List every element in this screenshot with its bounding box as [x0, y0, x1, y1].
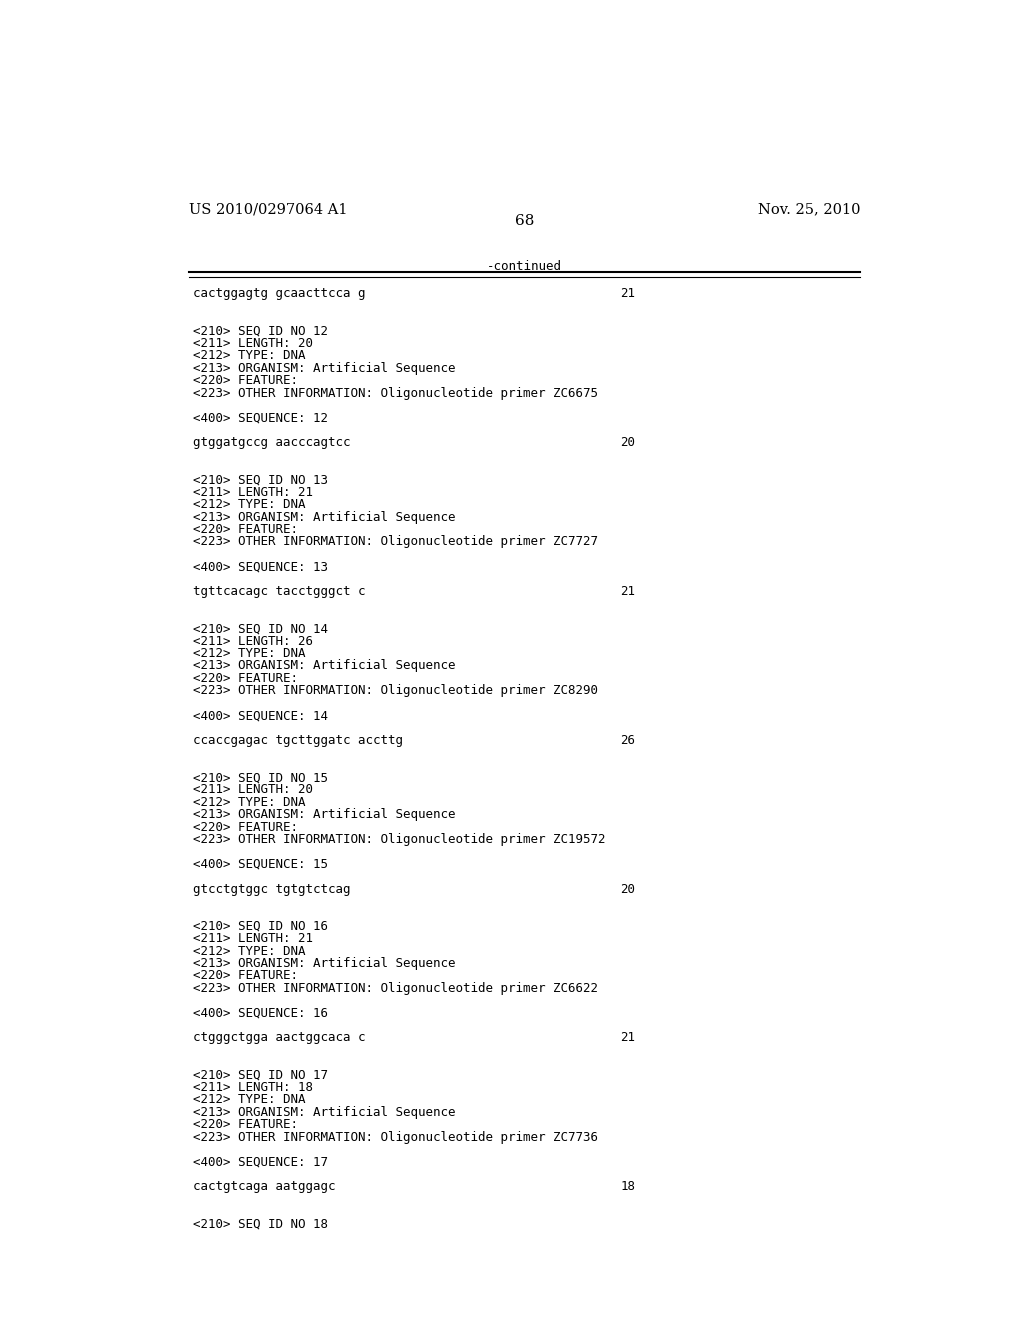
Text: tgttcacagc tacctgggct c: tgttcacagc tacctgggct c	[194, 585, 366, 598]
Text: Nov. 25, 2010: Nov. 25, 2010	[758, 202, 860, 216]
Text: 21: 21	[620, 585, 635, 598]
Text: <220> FEATURE:: <220> FEATURE:	[194, 1118, 298, 1131]
Text: <210> SEQ ID NO 12: <210> SEQ ID NO 12	[194, 325, 328, 338]
Text: 26: 26	[620, 734, 635, 747]
Text: <223> OTHER INFORMATION: Oligonucleotide primer ZC19572: <223> OTHER INFORMATION: Oligonucleotide…	[194, 833, 605, 846]
Text: <212> TYPE: DNA: <212> TYPE: DNA	[194, 945, 305, 958]
Text: <212> TYPE: DNA: <212> TYPE: DNA	[194, 796, 305, 809]
Text: <220> FEATURE:: <220> FEATURE:	[194, 523, 298, 536]
Text: 18: 18	[620, 1180, 635, 1193]
Text: <220> FEATURE:: <220> FEATURE:	[194, 672, 298, 685]
Text: <212> TYPE: DNA: <212> TYPE: DNA	[194, 498, 305, 511]
Text: <220> FEATURE:: <220> FEATURE:	[194, 969, 298, 982]
Text: <211> LENGTH: 20: <211> LENGTH: 20	[194, 784, 313, 796]
Text: <400> SEQUENCE: 17: <400> SEQUENCE: 17	[194, 1155, 328, 1168]
Text: <213> ORGANISM: Artificial Sequence: <213> ORGANISM: Artificial Sequence	[194, 660, 456, 672]
Text: <220> FEATURE:: <220> FEATURE:	[194, 821, 298, 834]
Text: <213> ORGANISM: Artificial Sequence: <213> ORGANISM: Artificial Sequence	[194, 362, 456, 375]
Text: <210> SEQ ID NO 13: <210> SEQ ID NO 13	[194, 474, 328, 487]
Text: <211> LENGTH: 26: <211> LENGTH: 26	[194, 635, 313, 648]
Text: <213> ORGANISM: Artificial Sequence: <213> ORGANISM: Artificial Sequence	[194, 957, 456, 970]
Text: <400> SEQUENCE: 13: <400> SEQUENCE: 13	[194, 560, 328, 573]
Text: 20: 20	[620, 883, 635, 896]
Text: <212> TYPE: DNA: <212> TYPE: DNA	[194, 1093, 305, 1106]
Text: <400> SEQUENCE: 15: <400> SEQUENCE: 15	[194, 858, 328, 871]
Text: <210> SEQ ID NO 16: <210> SEQ ID NO 16	[194, 920, 328, 933]
Text: cactgtcaga aatggagc: cactgtcaga aatggagc	[194, 1180, 336, 1193]
Text: <212> TYPE: DNA: <212> TYPE: DNA	[194, 647, 305, 660]
Text: <400> SEQUENCE: 12: <400> SEQUENCE: 12	[194, 412, 328, 425]
Text: <223> OTHER INFORMATION: Oligonucleotide primer ZC8290: <223> OTHER INFORMATION: Oligonucleotide…	[194, 684, 598, 697]
Text: <211> LENGTH: 20: <211> LENGTH: 20	[194, 337, 313, 350]
Text: <210> SEQ ID NO 18: <210> SEQ ID NO 18	[194, 1217, 328, 1230]
Text: <213> ORGANISM: Artificial Sequence: <213> ORGANISM: Artificial Sequence	[194, 808, 456, 821]
Text: <212> TYPE: DNA: <212> TYPE: DNA	[194, 350, 305, 363]
Text: <223> OTHER INFORMATION: Oligonucleotide primer ZC6675: <223> OTHER INFORMATION: Oligonucleotide…	[194, 387, 598, 400]
Text: <213> ORGANISM: Artificial Sequence: <213> ORGANISM: Artificial Sequence	[194, 511, 456, 524]
Text: 21: 21	[620, 1031, 635, 1044]
Text: gtggatgccg aacccagtcc: gtggatgccg aacccagtcc	[194, 437, 350, 449]
Text: <210> SEQ ID NO 15: <210> SEQ ID NO 15	[194, 771, 328, 784]
Text: <213> ORGANISM: Artificial Sequence: <213> ORGANISM: Artificial Sequence	[194, 1106, 456, 1119]
Text: 21: 21	[620, 288, 635, 301]
Text: -continued: -continued	[487, 260, 562, 273]
Text: <211> LENGTH: 18: <211> LENGTH: 18	[194, 1081, 313, 1094]
Text: cactggagtg gcaacttcca g: cactggagtg gcaacttcca g	[194, 288, 366, 301]
Text: <223> OTHER INFORMATION: Oligonucleotide primer ZC7727: <223> OTHER INFORMATION: Oligonucleotide…	[194, 536, 598, 549]
Text: US 2010/0297064 A1: US 2010/0297064 A1	[189, 202, 347, 216]
Text: 68: 68	[515, 214, 535, 228]
Text: ctgggctgga aactggcaca c: ctgggctgga aactggcaca c	[194, 1031, 366, 1044]
Text: <220> FEATURE:: <220> FEATURE:	[194, 375, 298, 387]
Text: <223> OTHER INFORMATION: Oligonucleotide primer ZC6622: <223> OTHER INFORMATION: Oligonucleotide…	[194, 982, 598, 995]
Text: <211> LENGTH: 21: <211> LENGTH: 21	[194, 932, 313, 945]
Text: <400> SEQUENCE: 16: <400> SEQUENCE: 16	[194, 1007, 328, 1019]
Text: <210> SEQ ID NO 17: <210> SEQ ID NO 17	[194, 1069, 328, 1081]
Text: gtcctgtggc tgtgtctcag: gtcctgtggc tgtgtctcag	[194, 883, 350, 896]
Text: <211> LENGTH: 21: <211> LENGTH: 21	[194, 486, 313, 499]
Text: <210> SEQ ID NO 14: <210> SEQ ID NO 14	[194, 622, 328, 635]
Text: 20: 20	[620, 437, 635, 449]
Text: ccaccgagac tgcttggatc accttg: ccaccgagac tgcttggatc accttg	[194, 734, 403, 747]
Text: <223> OTHER INFORMATION: Oligonucleotide primer ZC7736: <223> OTHER INFORMATION: Oligonucleotide…	[194, 1131, 598, 1143]
Text: <400> SEQUENCE: 14: <400> SEQUENCE: 14	[194, 709, 328, 722]
